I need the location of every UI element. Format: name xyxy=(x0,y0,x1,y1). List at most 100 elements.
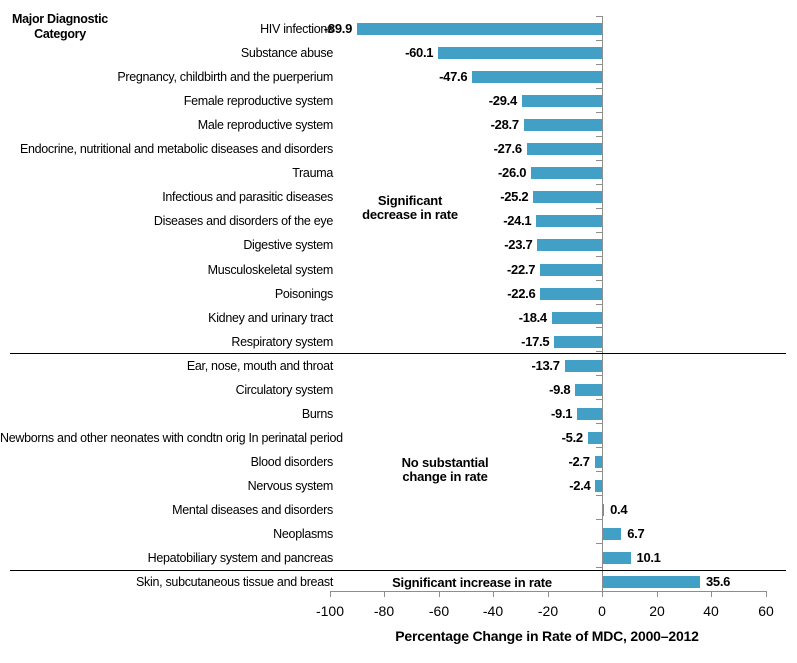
value-label: -25.2 xyxy=(500,189,529,205)
category-label: Pregnancy, childbirth and the puerperium xyxy=(117,70,333,85)
group-divider-nochange-increase xyxy=(10,570,786,571)
bar xyxy=(603,504,605,516)
category-axis-tick xyxy=(596,112,602,113)
category-label: Neoplasms xyxy=(273,527,333,542)
bar xyxy=(523,119,602,132)
value-label: -60.1 xyxy=(405,45,434,61)
bar xyxy=(521,95,602,108)
category-label: Diseases and disorders of the eye xyxy=(153,214,333,229)
value-label: -22.7 xyxy=(507,261,536,277)
bar xyxy=(603,552,631,565)
category-axis-tick xyxy=(596,208,602,209)
category-axis-tick xyxy=(596,256,602,257)
value-axis-tick-label: 40 xyxy=(703,603,719,619)
category-axis-title-line2: Category xyxy=(34,27,86,41)
value-label: 10.1 xyxy=(636,550,661,566)
bar xyxy=(587,431,602,444)
value-axis-tick-label: -80 xyxy=(373,603,395,619)
bar xyxy=(540,287,602,300)
bar xyxy=(531,167,602,180)
value-axis-tick-label: -40 xyxy=(482,603,504,619)
category-axis-tick xyxy=(596,567,602,568)
value-label: -89.9 xyxy=(323,21,353,36)
value-label: -29.4 xyxy=(488,93,517,109)
value-axis-tick-label: 0 xyxy=(598,603,606,619)
value-axis-tick-label: -60 xyxy=(428,603,450,619)
category-axis-tick xyxy=(596,88,602,89)
category-label: Musculoskeletal system xyxy=(207,262,334,277)
x-axis-title: Percentage Change in Rate of MDC, 2000–2… xyxy=(395,628,699,644)
category-axis-tick xyxy=(596,184,602,185)
category-axis-tick xyxy=(596,136,602,137)
category-axis-title: Major Diagnostic Category xyxy=(6,12,114,42)
category-label: Nervous system xyxy=(247,478,334,493)
category-label: Infectious and parasitic diseases xyxy=(162,190,333,205)
annotation-significant-decrease-line2: decrease in rate xyxy=(362,206,458,222)
annotation-significant-increase: Significant increase in rate xyxy=(372,575,572,590)
category-axis-tick xyxy=(596,495,602,496)
category-label: Poisonings xyxy=(274,286,333,301)
category-axis-tick xyxy=(596,375,602,376)
value-axis-tick-label: -100 xyxy=(315,603,345,619)
category-label: Skin, subcutaneous tissue and breast xyxy=(136,575,333,590)
bar xyxy=(551,311,602,324)
category-axis-tick xyxy=(596,160,602,161)
value-label: -2.4 xyxy=(569,477,591,493)
category-label: Newborns and other neonates with condtn … xyxy=(0,430,343,445)
bar xyxy=(526,143,602,156)
bar xyxy=(472,71,602,84)
category-axis-tick xyxy=(596,423,602,424)
bar xyxy=(603,528,622,541)
category-axis-tick xyxy=(596,471,602,472)
value-axis-tick xyxy=(439,592,440,597)
category-axis-tick xyxy=(596,351,602,352)
value-axis-line xyxy=(330,591,767,592)
value-label: -24.1 xyxy=(503,213,532,229)
value-label: -26.0 xyxy=(498,165,527,181)
category-axis-title-line1: Major Diagnostic xyxy=(12,12,108,26)
value-label: 0.4 xyxy=(610,502,628,517)
bar xyxy=(575,383,602,396)
value-label: 35.6 xyxy=(706,574,731,590)
category-axis-tick xyxy=(596,447,602,448)
category-axis-tick xyxy=(596,64,602,65)
annotation-significant-decrease-line1: Significant xyxy=(377,193,443,208)
bar xyxy=(595,479,602,492)
category-label: Substance abuse xyxy=(240,46,333,61)
value-label: -13.7 xyxy=(531,357,560,373)
value-axis-tick xyxy=(602,592,603,597)
bar xyxy=(594,455,602,468)
value-axis-tick-label: 20 xyxy=(649,603,665,619)
value-label: -22.6 xyxy=(507,285,536,301)
category-axis-tick xyxy=(596,304,602,305)
category-label: Kidney and urinary tract xyxy=(208,310,333,325)
value-axis-tick xyxy=(384,592,385,597)
bar xyxy=(536,215,602,228)
value-axis-tick xyxy=(711,592,712,597)
category-label: Mental diseases and disorders xyxy=(172,503,333,517)
value-axis-tick xyxy=(548,592,549,597)
category-label: Endocrine, nutritional and metabolic dis… xyxy=(19,142,333,157)
category-label: Trauma xyxy=(292,166,333,181)
bar xyxy=(533,191,602,204)
annotation-no-substantial-change: No substantial change in rate xyxy=(345,456,545,483)
bar xyxy=(537,239,602,252)
value-label: -47.6 xyxy=(439,69,468,85)
category-label: Hepatobiliary system and pancreas xyxy=(147,551,334,566)
category-axis-tick xyxy=(596,280,602,281)
annotation-significant-increase-label: Significant increase in rate xyxy=(392,575,552,590)
bar xyxy=(554,335,602,348)
value-label: -2.7 xyxy=(568,453,590,469)
value-axis-tick xyxy=(766,592,767,597)
category-label: Ear, nose, mouth and throat xyxy=(186,358,333,373)
value-label: -23.7 xyxy=(504,237,533,253)
value-axis-tick xyxy=(657,592,658,597)
value-axis-tick xyxy=(330,592,331,597)
bar xyxy=(603,576,700,589)
category-axis-tick xyxy=(596,16,602,17)
category-label: Blood disorders xyxy=(250,454,334,469)
category-label: Burns xyxy=(301,406,333,421)
group-divider-decrease-nochange xyxy=(10,353,786,354)
value-label: -18.4 xyxy=(518,309,547,325)
